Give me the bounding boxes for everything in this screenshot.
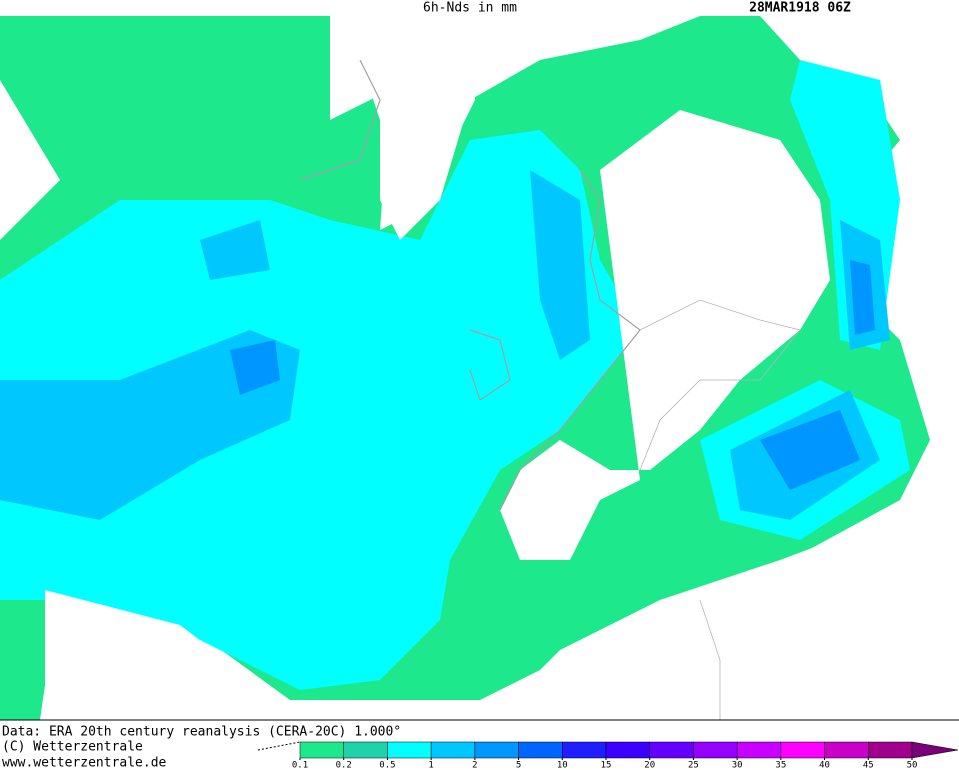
copyright: (C) Wetterzentrale: [2, 740, 143, 755]
land-nw: [0, 80, 60, 240]
legend-box: [868, 741, 913, 759]
legend-label: 0.5: [379, 761, 395, 770]
data-source: Data: ERA 20th century reanalysis (CERA-…: [2, 725, 401, 740]
website: www.wetterzentrale.de: [2, 756, 167, 770]
border: [639, 299, 801, 471]
legend-box: [824, 741, 869, 759]
legend-box: [343, 741, 388, 759]
land-europe: [500, 110, 830, 560]
legend-box: [299, 741, 344, 759]
legend-box: [736, 741, 782, 759]
legend-label: 1: [428, 761, 433, 770]
legend-box: [605, 741, 650, 759]
legend-box: [780, 741, 825, 759]
legend: 0.1 0.2 0.5 1 2 5 10 15 20 25 30 35 40 45 50: [292, 741, 959, 770]
legend-arrow: [911, 741, 959, 759]
legend-label: 45: [863, 761, 874, 770]
legend-label: 40: [819, 761, 830, 770]
precip-cyan: [0, 130, 640, 690]
legend-label: 15: [601, 761, 612, 770]
coastline: [299, 59, 381, 181]
legend-box: [649, 741, 694, 759]
map-title: 6h-Nds in mm: [423, 1, 517, 16]
border: [699, 599, 721, 720]
map: [0, 16, 959, 720]
run-time: 28MAR1918 06Z: [749, 1, 851, 16]
precip-blue: [230, 340, 280, 395]
precip-light-blue: [0, 330, 300, 520]
legend-label: 35: [775, 761, 786, 770]
land-africa: [490, 480, 958, 720]
legend-pointer: [257, 741, 301, 751]
coastline: [469, 329, 511, 401]
legend-box: [474, 741, 519, 759]
legend-label: 50: [907, 761, 918, 770]
legend-label: 2: [472, 761, 477, 770]
legend-label: 25: [688, 761, 699, 770]
legend-label: 0.1: [292, 761, 308, 770]
legend-label: 5: [516, 761, 521, 770]
precip-blue: [760, 410, 860, 490]
legend-box: [693, 741, 738, 759]
legend-label: 20: [644, 761, 655, 770]
legend-box: [562, 741, 607, 759]
precip-light-blue: [530, 170, 590, 360]
precip-light-blue: [200, 220, 270, 280]
legend-box: [430, 741, 476, 759]
land-sw: [45, 590, 290, 720]
legend-label: 10: [557, 761, 568, 770]
legend-label: 0.2: [336, 761, 352, 770]
legend-box: [387, 741, 432, 759]
precip-blue: [850, 260, 875, 335]
land-greenland: [360, 16, 475, 240]
legend-label: 30: [732, 761, 743, 770]
legend-box: [518, 741, 563, 759]
